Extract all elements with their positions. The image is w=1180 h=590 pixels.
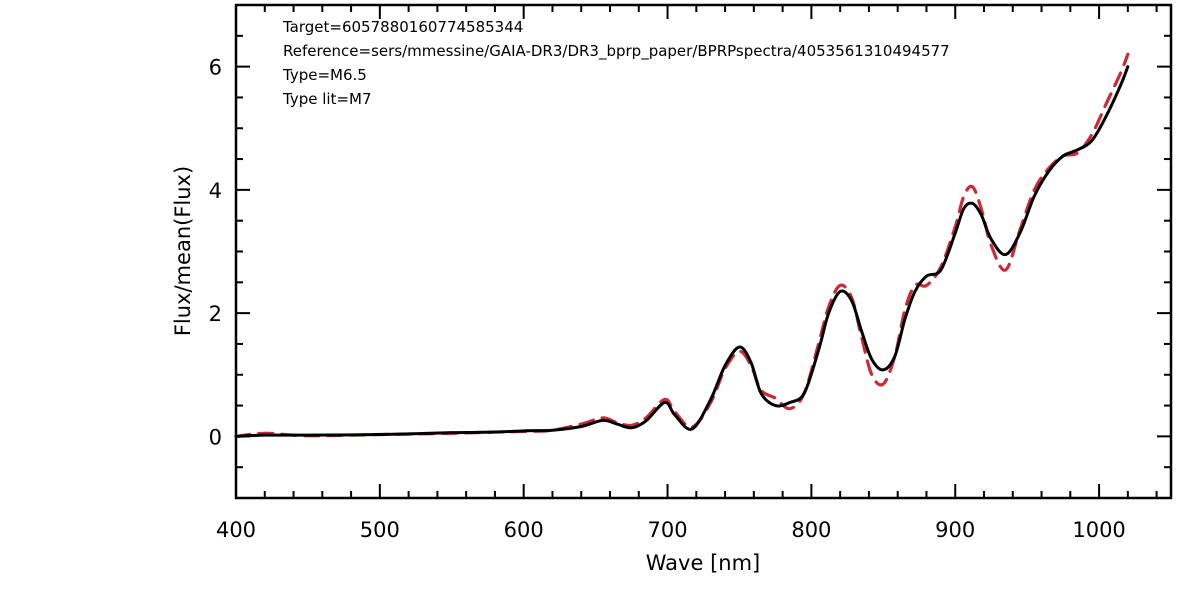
y-tick-label: 4 [209, 179, 222, 203]
annotation-reference: Reference=sers/mmessine/GAIA-DR3/DR3_bpr… [283, 42, 950, 61]
x-tick-label: 400 [216, 518, 256, 542]
annotation-target: Target=6057880160774585344 [282, 18, 523, 36]
x-axis-title: Wave [nm] [646, 551, 760, 575]
annotation-type: Type=M6.5 [282, 66, 367, 84]
series-layer [234, 52, 1130, 438]
annotation-type-lit: Type lit=M7 [282, 90, 372, 108]
y-tick-label: 6 [209, 56, 222, 80]
y-tick-label: 0 [209, 425, 222, 449]
x-tick-label: 500 [360, 518, 400, 542]
x-tick-label: 900 [935, 518, 975, 542]
x-tick-label: 800 [791, 518, 831, 542]
x-tick-label: 700 [647, 518, 687, 542]
x-tick-label: 1000 [1072, 518, 1125, 542]
y-tick-label: 2 [209, 302, 222, 326]
y-axis-title: Flux/mean(Flux) [171, 166, 195, 336]
annotation-block: Target=6057880160774585344 Reference=ser… [282, 18, 950, 108]
series-line-target [234, 65, 1130, 438]
plot-frame [234, 3, 1173, 500]
ticks-layer: 400 500 600 700 800 900 1000 0 2 4 6 [209, 4, 1171, 542]
x-tick-label: 600 [504, 518, 544, 542]
